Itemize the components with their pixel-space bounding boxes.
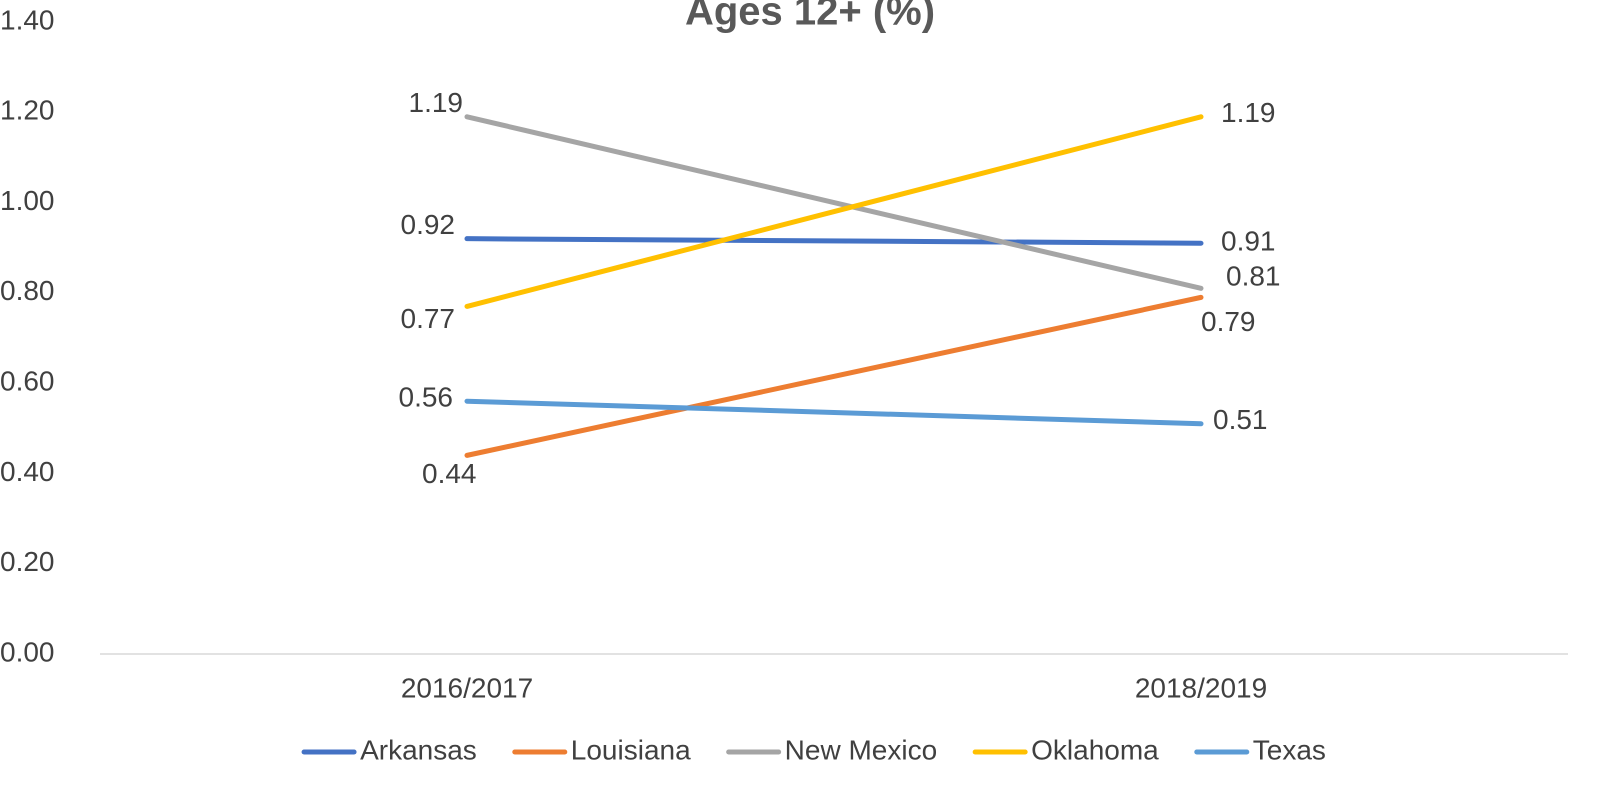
y-tick-label: 0.20 [0,546,55,577]
y-tick-label: 1.20 [0,95,55,126]
data-label: 0.79 [1201,306,1256,337]
data-label: 0.44 [422,458,477,489]
data-label: 1.19 [409,87,464,118]
y-tick-label: 1.40 [0,4,55,35]
legend-label: New Mexico [785,734,937,765]
series-line [464,114,1204,309]
series-line [464,114,1204,291]
data-label: 1.19 [1221,97,1276,128]
data-label: 0.81 [1226,261,1281,292]
data-label: 0.51 [1213,404,1268,435]
legend-label: Arkansas [360,734,477,765]
y-tick-label: 0.00 [0,636,55,667]
series-line [464,398,1204,427]
series-line [464,294,1204,458]
chart-title: Ages 12+ (%) [685,0,935,34]
y-tick-label: 1.00 [0,185,55,216]
x-tick-label: 2016/2017 [401,672,533,703]
data-label: 0.56 [399,382,454,413]
data-label: 0.77 [401,303,456,334]
y-tick-label: 0.40 [0,456,55,487]
data-label: 0.91 [1221,226,1276,257]
legend-label: Oklahoma [1031,734,1159,765]
y-tick-label: 0.80 [0,275,55,306]
data-label: 0.92 [401,209,456,240]
series-line [464,236,1204,246]
x-tick-label: 2018/2019 [1135,672,1267,703]
legend-label: Louisiana [571,734,691,765]
y-tick-label: 0.60 [0,366,55,397]
legend-label: Texas [1253,734,1326,765]
